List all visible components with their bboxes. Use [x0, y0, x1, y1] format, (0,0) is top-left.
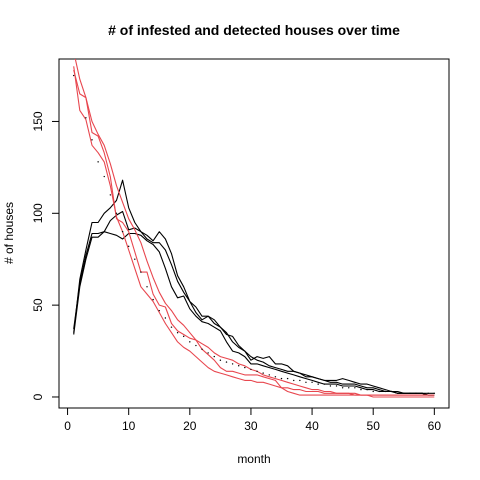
x-tick-label: 60 — [428, 419, 442, 433]
data-point — [195, 344, 197, 347]
data-point — [274, 376, 277, 378]
data-point — [213, 355, 215, 358]
x-tick-label: 40 — [305, 419, 319, 433]
data-point — [72, 74, 75, 77]
data-point — [372, 390, 374, 393]
y-tick-label: 0 — [31, 393, 45, 400]
series-line-2 — [73, 231, 435, 396]
data-point — [311, 381, 313, 383]
chart-title: # of infested and detected houses over t… — [108, 22, 400, 38]
data-point — [360, 388, 362, 391]
x-tick-label: 20 — [183, 419, 197, 433]
data-point — [225, 361, 228, 363]
data-point — [366, 388, 368, 391]
data-point — [201, 348, 203, 350]
data-point — [305, 381, 307, 383]
data-point — [280, 377, 283, 380]
data-point — [103, 175, 105, 178]
y-tick-label: 150 — [31, 111, 45, 131]
data-point — [299, 379, 301, 382]
data-point — [219, 359, 222, 361]
x-tick-label: 0 — [64, 419, 71, 433]
series-line-4 — [73, 69, 435, 398]
data-point — [286, 377, 289, 380]
y-tick-label: 50 — [31, 298, 45, 312]
data-point — [134, 258, 136, 260]
data-point — [403, 392, 405, 395]
data-point — [97, 161, 99, 163]
data-point — [189, 341, 191, 343]
data-point — [378, 390, 381, 393]
data-point — [415, 392, 417, 395]
data-point — [85, 117, 87, 119]
data-point — [268, 374, 270, 376]
series-line-5 — [73, 66, 435, 396]
plot-frame — [58, 58, 450, 409]
data-point — [244, 366, 246, 369]
x-axis-label: month — [237, 452, 270, 466]
data-point — [390, 390, 393, 393]
data-point — [317, 383, 319, 385]
data-point — [433, 392, 436, 395]
data-point — [127, 245, 130, 248]
data-point — [409, 392, 411, 395]
data-point — [396, 392, 399, 395]
data-point — [293, 379, 295, 382]
series-line-0 — [73, 179, 435, 394]
x-tick-label: 50 — [367, 419, 381, 433]
data-point — [207, 352, 209, 354]
data-point — [421, 392, 423, 395]
data-point — [323, 383, 325, 385]
y-axis: 0 50 100 150 — [31, 111, 60, 400]
x-tick-label: 30 — [244, 419, 258, 433]
data-point — [109, 194, 112, 196]
data-point — [341, 387, 344, 389]
data-point — [335, 385, 338, 387]
data-point — [250, 368, 252, 371]
series-line-3 — [74, 59, 435, 396]
data-point — [329, 385, 332, 387]
x-tick-label: 10 — [122, 419, 136, 433]
x-axis: 0 10 20 30 40 50 60 — [64, 407, 442, 433]
series-layer — [72, 59, 436, 398]
data-point — [115, 212, 118, 214]
data-point — [152, 298, 154, 301]
data-point — [140, 271, 142, 273]
series-line-1 — [73, 210, 435, 396]
data-point — [146, 286, 148, 288]
data-point — [262, 372, 264, 374]
data-point — [384, 390, 387, 393]
data-point — [121, 230, 124, 233]
series-dotted-6 — [72, 74, 436, 395]
data-point — [427, 392, 429, 395]
data-point — [170, 326, 173, 328]
data-point — [158, 309, 160, 312]
data-point — [231, 363, 234, 365]
data-point — [183, 335, 185, 338]
y-tick-label: 100 — [31, 203, 45, 223]
data-point — [91, 139, 93, 141]
data-point — [354, 387, 356, 389]
data-point — [164, 317, 167, 319]
data-point — [256, 370, 258, 372]
y-axis-label: # of houses — [2, 202, 16, 264]
data-point — [348, 387, 350, 389]
data-point — [238, 365, 240, 367]
data-point — [176, 331, 179, 334]
